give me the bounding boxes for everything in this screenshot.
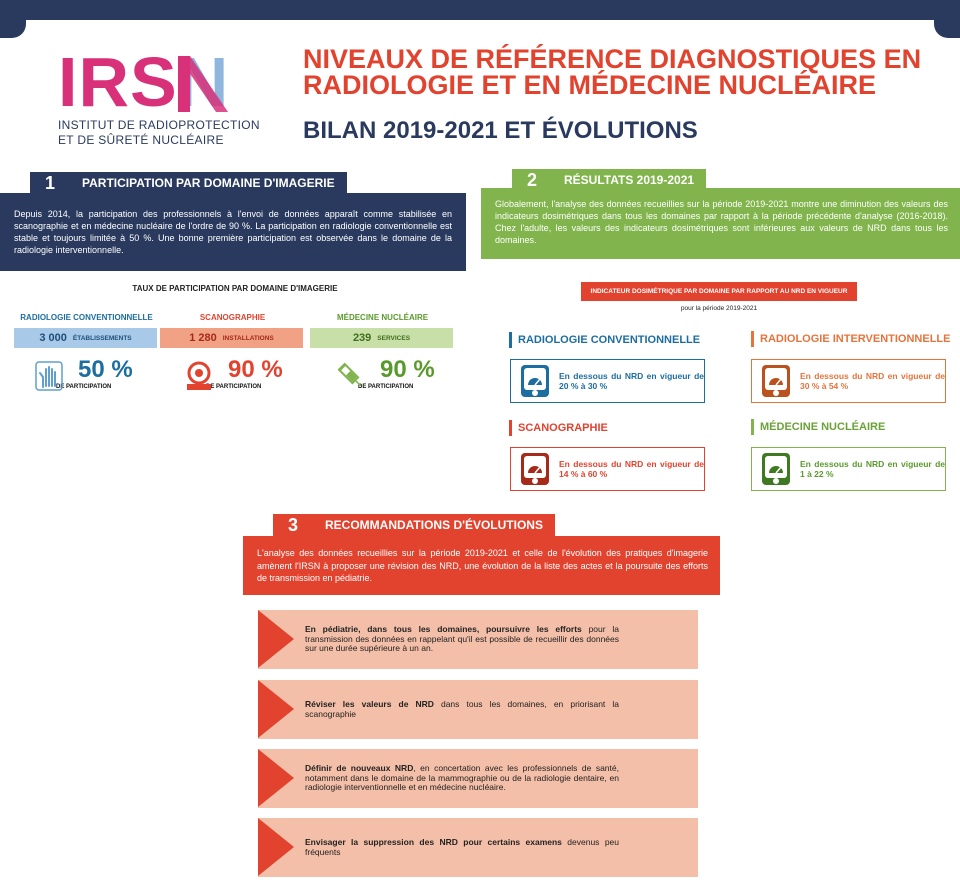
dose-gauge-icon bbox=[521, 365, 549, 397]
domain-percent-scanographie: 90 % DE PARTICIPATION bbox=[184, 356, 304, 390]
section-1-title: PARTICIPATION PAR DOMAINE D'IMAGERIE bbox=[70, 172, 347, 194]
logo-subtitle: INSTITUT DE RADIOPROTECTION ET DE SÛRETÉ… bbox=[58, 118, 260, 147]
result-text-radiologie-conventionnelle: En dessous du NRD en vigueur de 20 % à 3… bbox=[559, 371, 704, 391]
recommendation-text: Réviser les valeurs de NRD dans tous les… bbox=[305, 699, 619, 719]
result-heading-medecine-nucleaire: MÉDECINE NUCLÉAIRE bbox=[751, 419, 951, 435]
result-text-radiologie-interventionnelle: En dessous du NRD en vigueur de 30 % à 5… bbox=[800, 371, 945, 391]
dose-gauge-icon bbox=[521, 453, 549, 485]
result-text-medecine-nucleaire: En dessous du NRD en vigueur de 1 à 22 % bbox=[800, 459, 945, 479]
logo-n-letter: N bbox=[177, 47, 230, 117]
recommendation-text: Envisager la suppression des NRD pour ce… bbox=[305, 837, 619, 857]
section-1-number: 1 bbox=[30, 172, 70, 194]
indicator-badge: INDICATEUR DOSIMÉTRIQUE PAR DOMAINE PAR … bbox=[581, 282, 857, 301]
section-1-text: Depuis 2014, la participation des profes… bbox=[0, 193, 466, 271]
arrow-icon bbox=[258, 818, 294, 876]
result-heading-scanographie: SCANOGRAPHIE bbox=[509, 420, 709, 436]
section-1-header: 1 PARTICIPATION PAR DOMAINE D'IMAGERIE bbox=[30, 172, 347, 194]
syringe-icon bbox=[337, 362, 362, 387]
section-3-title: RECOMMANDATIONS D'ÉVOLUTIONS bbox=[313, 514, 555, 536]
logo-wordmark: IRSN bbox=[58, 47, 278, 117]
irsn-logo: IRSN INSTITUT DE RADIOPROTECTION ET DE S… bbox=[58, 47, 278, 150]
result-heading-radiologie-conventionnelle: RADIOLOGIE CONVENTIONNELLE bbox=[509, 332, 709, 348]
domain-percent-radiologie: 50 % DE PARTICIPATION bbox=[34, 356, 154, 391]
domain-count-radiologie: 3 000 ÉTABLISSEMENTS bbox=[14, 328, 157, 348]
recommendation-item: Réviser les valeurs de NRD dans tous les… bbox=[258, 680, 698, 739]
section-2-number: 2 bbox=[512, 169, 552, 191]
recommendation-text: Définir de nouveaux NRD, en concertation… bbox=[305, 763, 619, 793]
section-3-number: 3 bbox=[273, 514, 313, 536]
arrow-icon bbox=[258, 749, 294, 807]
recommendation-item: Envisager la suppression des NRD pour ce… bbox=[258, 818, 698, 877]
indicator-period: pour la période 2019-2021 bbox=[680, 305, 758, 312]
ct-scanner-icon bbox=[187, 361, 211, 390]
recommendation-text: En pédiatrie, dans tous les domaines, po… bbox=[305, 624, 620, 654]
section-3-header: 3 RECOMMANDATIONS D'ÉVOLUTIONS bbox=[273, 514, 555, 536]
domain-count-scanographie: 1 280 INSTALLATIONS bbox=[160, 328, 303, 348]
arrow-icon bbox=[258, 610, 294, 668]
domain-name-scanographie: SCANOGRAPHIE bbox=[199, 313, 266, 322]
result-card-medecine-nucleaire: En dessous du NRD en vigueur de 1 à 22 % bbox=[751, 447, 946, 491]
recommendation-item: Définir de nouveaux NRD, en concertation… bbox=[258, 749, 698, 808]
domain-count-medecine-nucleaire: 239 SERVICES bbox=[310, 328, 453, 348]
section-2-title: RÉSULTATS 2019-2021 bbox=[552, 169, 707, 191]
section-3-text: L'analyse des données recueillies sur la… bbox=[243, 536, 720, 595]
result-card-scanographie: En dessous du NRD en vigueur de 14 % à 6… bbox=[510, 447, 705, 491]
result-card-radiologie-conventionnelle: En dessous du NRD en vigueur de 20 % à 3… bbox=[510, 359, 705, 403]
page-title: NIVEAUX DE RÉFÉRENCE DIAGNOSTIQUES EN RA… bbox=[303, 44, 922, 100]
recommendation-item: En pédiatrie, dans tous les domaines, po… bbox=[258, 610, 698, 669]
domain-name-medecine-nucleaire: MÉDECINE NUCLÉAIRE bbox=[336, 313, 429, 322]
page-subtitle: BILAN 2019-2021 ET ÉVOLUTIONS bbox=[303, 117, 698, 144]
top-banner bbox=[0, 0, 960, 38]
dose-gauge-icon bbox=[762, 453, 790, 485]
dose-gauge-icon bbox=[762, 365, 790, 397]
section-2-header: 2 RÉSULTATS 2019-2021 bbox=[512, 169, 707, 191]
participation-chart-title: TAUX DE PARTICIPATION PAR DOMAINE D'IMAG… bbox=[132, 284, 338, 293]
result-card-radiologie-interventionnelle: En dessous du NRD en vigueur de 30 % à 5… bbox=[751, 359, 946, 403]
hand-xray-icon bbox=[35, 361, 63, 391]
arrow-icon bbox=[258, 680, 294, 738]
result-text-scanographie: En dessous du NRD en vigueur de 14 % à 6… bbox=[559, 459, 704, 479]
domain-percent-medecine-nucleaire: 90 % DE PARTICIPATION bbox=[336, 356, 456, 390]
section-2-text: Globalement, l'analyse des données recue… bbox=[481, 188, 960, 259]
result-heading-radiologie-interventionnelle: RADIOLOGIE INTERVENTIONNELLE bbox=[751, 331, 951, 347]
domain-name-radiologie: RADIOLOGIE CONVENTIONNELLE bbox=[20, 313, 153, 322]
